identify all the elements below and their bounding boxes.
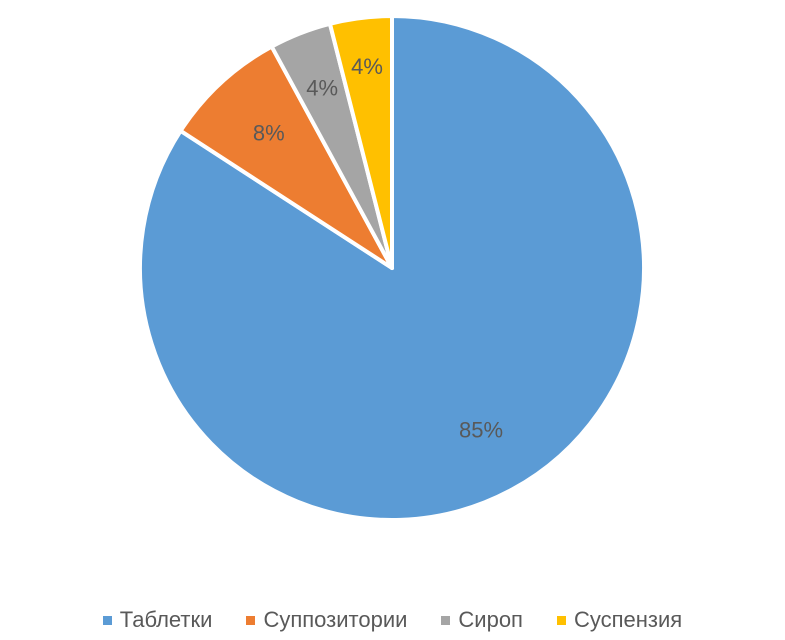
legend-label: Суппозитории: [263, 607, 408, 632]
legend-swatch: [246, 615, 256, 625]
slice-data-label: 8%: [253, 121, 285, 146]
pie-slice: [178, 44, 394, 270]
legend-item: Суппозитории: [246, 607, 407, 633]
slice-data-label: 4%: [306, 75, 338, 100]
legend-swatch: [102, 615, 112, 625]
legend-item: Таблетки: [102, 607, 213, 633]
slice-data-label: 85%: [459, 418, 503, 443]
pie-plot-area: 85% 8% 4% 4%: [138, 14, 646, 522]
legend-label: Таблетки: [119, 607, 213, 632]
pie-slices: [138, 14, 646, 522]
chart-legend: Таблетки Суппозитории Сироп Суспензия: [0, 603, 785, 637]
legend-swatch: [556, 615, 566, 625]
pie-data-labels: 85% 8% 4% 4%: [253, 54, 503, 443]
legend-item: Сироп: [441, 607, 523, 633]
pie-slice: [327, 14, 394, 270]
slice-data-label: 4%: [351, 54, 383, 79]
legend-label: Суспензия: [573, 607, 683, 632]
legend-item: Суспензия: [556, 607, 683, 633]
legend-label: Сироп: [458, 607, 523, 632]
legend-swatch: [441, 615, 451, 625]
